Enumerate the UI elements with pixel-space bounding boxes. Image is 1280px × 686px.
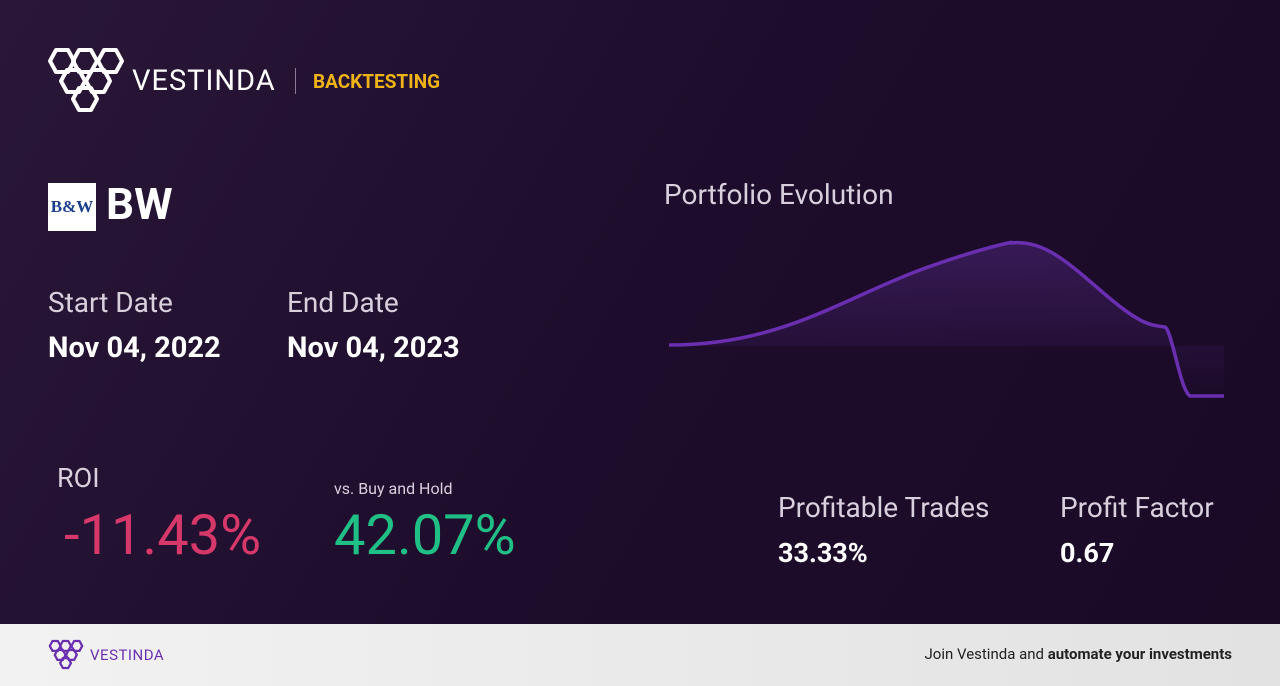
end-date: Nov 04, 2023 bbox=[287, 331, 460, 365]
compare-label: vs. Buy and Hold bbox=[334, 479, 453, 498]
start-date-label: Start Date bbox=[48, 286, 173, 319]
profit-factor-label: Profit Factor bbox=[1060, 491, 1214, 524]
footer-logo bbox=[48, 639, 84, 670]
end-date-label: End Date bbox=[287, 286, 399, 319]
brand-logo bbox=[48, 48, 124, 112]
footer: VESTINDA Join Vestinda and automate your… bbox=[0, 624, 1280, 686]
sparkline-area bbox=[669, 242, 1224, 396]
footer-tagline-start: Join Vestinda and bbox=[924, 645, 1044, 663]
ticker-logo: B&W bbox=[48, 183, 96, 231]
compare-value: 42.07% bbox=[334, 502, 516, 568]
roi-value: -11.43% bbox=[64, 502, 262, 568]
sparkline-line bbox=[668, 240, 1224, 398]
profitable-trades-label: Profitable Trades bbox=[778, 491, 990, 524]
ticker: BW bbox=[106, 178, 173, 230]
footer-tagline-bold: automate your investments bbox=[1047, 645, 1232, 663]
chart-title: Portfolio Evolution bbox=[664, 178, 894, 211]
footer-tagline: Join Vestinda and automate your investme… bbox=[924, 645, 1232, 663]
section-name: BACKTESTING bbox=[313, 70, 441, 93]
profit-factor-value: 0.67 bbox=[1060, 537, 1115, 569]
ticker-logo-text: B&W bbox=[50, 197, 94, 216]
divider bbox=[295, 68, 296, 94]
brand-name: VESTINDA bbox=[132, 64, 276, 98]
footer-brand: VESTINDA bbox=[90, 646, 165, 664]
portfolio-sparkline bbox=[668, 240, 1224, 398]
start-date: Nov 04, 2022 bbox=[48, 331, 221, 365]
profitable-trades-value: 33.33% bbox=[778, 537, 868, 569]
roi-label: ROI bbox=[57, 462, 100, 494]
